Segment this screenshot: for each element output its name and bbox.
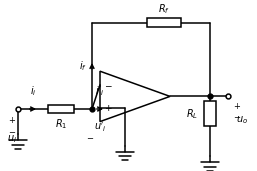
Text: $i_i$: $i_i$ — [30, 84, 36, 98]
Text: $+$: $+$ — [233, 101, 241, 111]
Text: $i_f$: $i_f$ — [79, 59, 87, 73]
Text: $-$: $-$ — [8, 126, 16, 135]
Text: $u_o$: $u_o$ — [236, 114, 248, 126]
Text: $R_f$: $R_f$ — [158, 2, 170, 16]
Text: $u'_i$: $u'_i$ — [94, 121, 107, 134]
Bar — [147, 18, 181, 27]
Text: $u_i$: $u_i$ — [7, 133, 17, 145]
Bar — [48, 105, 74, 113]
Text: $i'_i$: $i'_i$ — [95, 84, 105, 98]
Bar — [204, 101, 216, 126]
Text: $-$: $-$ — [86, 132, 94, 141]
Text: $-$: $-$ — [233, 111, 241, 120]
Text: $-$: $-$ — [104, 80, 112, 89]
Text: $+$: $+$ — [8, 115, 16, 125]
Text: $R_1$: $R_1$ — [55, 117, 67, 130]
Text: $+$: $+$ — [104, 103, 112, 113]
Text: $R_L$: $R_L$ — [186, 107, 198, 121]
